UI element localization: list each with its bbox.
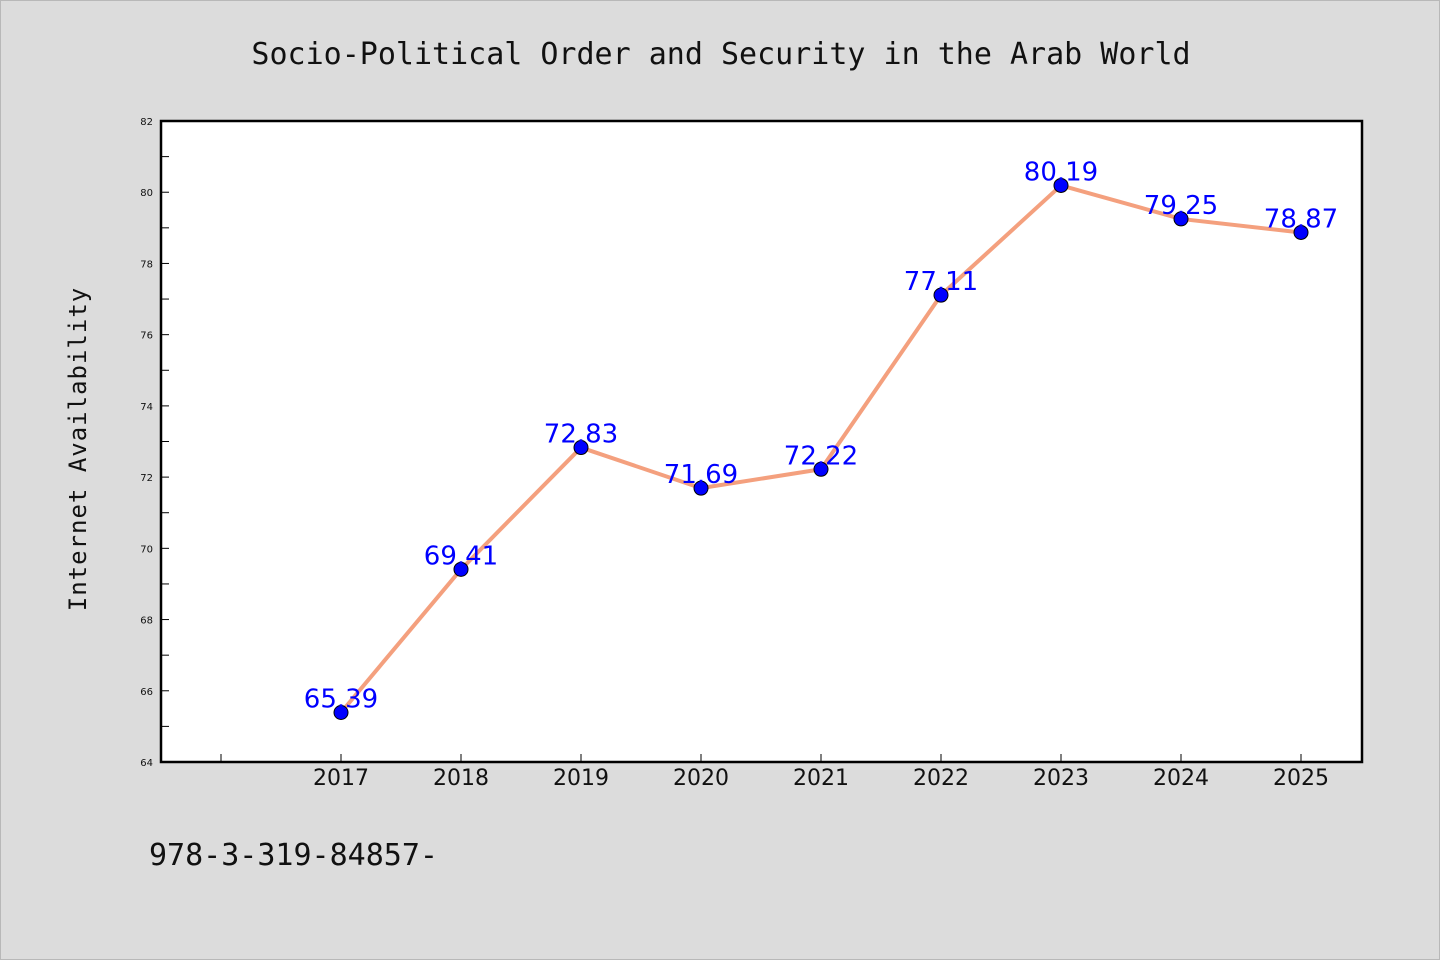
x-tick-label: 2020 [673, 766, 729, 791]
data-point-marker [933, 287, 949, 303]
x-axis: 2017 2018 2019 2020 2021 2022 2023 2024 2025 [220, 754, 1329, 791]
data-label: 78.87 [1264, 204, 1338, 234]
y-tick-label: 76 [140, 331, 153, 342]
data-point-marker [453, 561, 469, 577]
y-tick-label: 78 [140, 259, 153, 270]
data-label: 77.11 [904, 267, 978, 297]
data-label: 71.69 [664, 460, 738, 490]
y-tick-label: 68 [140, 616, 153, 627]
data-label: 79.25 [1144, 191, 1218, 221]
data-point-marker [813, 461, 829, 477]
plot-area [159, 119, 1364, 764]
y-axis-label: Internet Availability [64, 287, 92, 611]
data-label: 65.39 [304, 685, 378, 715]
data-point-marker [693, 480, 709, 496]
x-tick-label: 2017 [313, 766, 369, 791]
data-point-marker [573, 440, 589, 456]
y-tick-label: 72 [140, 473, 153, 484]
marker-layer [333, 177, 1309, 721]
data-point-marker [1173, 211, 1189, 227]
data-label: 80.19 [1024, 157, 1098, 187]
y-tick-label: 70 [140, 544, 153, 555]
y-axis: 64 66 68 70 72 74 76 78 80 82 [140, 117, 169, 769]
x-tick-label: 2024 [1153, 766, 1209, 791]
footer-isbn-text: 978-3-319-84857- [149, 838, 438, 873]
data-label: 69.41 [424, 541, 498, 571]
chart-title: Socio-Political Order and Security in th… [251, 37, 1190, 72]
y-tick-label: 64 [140, 758, 153, 769]
x-tick-label: 2019 [553, 766, 609, 791]
data-label: 72.83 [544, 420, 618, 450]
y-tick-label: 80 [140, 188, 153, 199]
y-tick-label: 82 [140, 117, 153, 128]
data-point-marker [1053, 177, 1069, 193]
x-tick-label: 2021 [793, 766, 849, 791]
data-label-layer: 65.39 69.41 72.83 71.69 72.22 77.11 80.19 79.25… [304, 157, 1338, 714]
data-point-marker [1293, 224, 1309, 240]
x-tick-label: 2018 [433, 766, 489, 791]
x-tick-label: 2023 [1033, 766, 1089, 791]
data-point-marker [333, 705, 349, 721]
x-tick-label: 2022 [913, 766, 969, 791]
y-tick-label: 74 [140, 402, 153, 413]
data-label: 72.22 [784, 441, 858, 471]
y-tick-label: 66 [140, 687, 153, 698]
x-tick-label: 2025 [1273, 766, 1329, 791]
